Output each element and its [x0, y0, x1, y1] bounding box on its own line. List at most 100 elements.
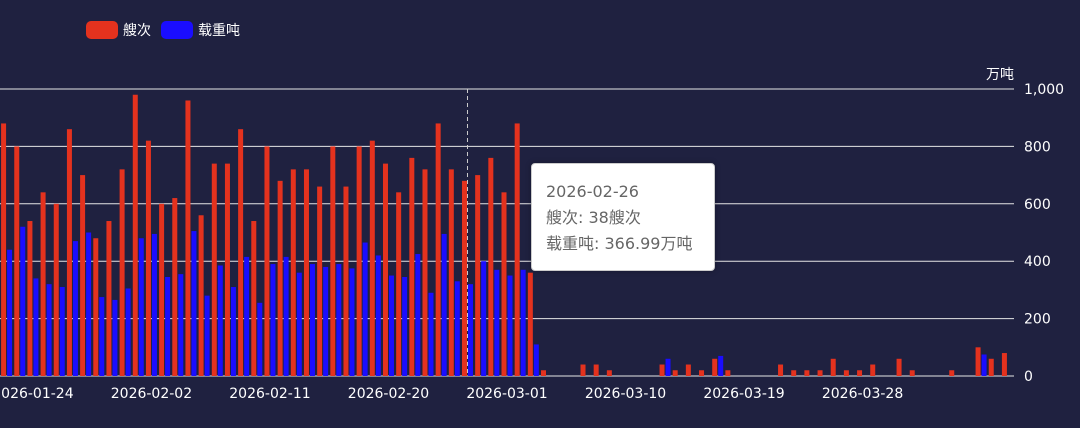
- bar-ships[interactable]: [435, 123, 441, 376]
- bar-ships[interactable]: [238, 129, 244, 376]
- bar-tonnage[interactable]: [507, 275, 513, 376]
- bar-tonnage[interactable]: [33, 278, 39, 376]
- bar-tonnage[interactable]: [520, 269, 526, 376]
- bar-tonnage[interactable]: [375, 255, 381, 376]
- legend-item-tonnage[interactable]: 载重吨: [161, 20, 240, 40]
- bar-ships[interactable]: [172, 198, 178, 376]
- bar-ships[interactable]: [53, 203, 59, 376]
- bar-ships[interactable]: [1, 123, 7, 376]
- bar-tonnage[interactable]: [388, 275, 394, 376]
- bar-ships[interactable]: [817, 370, 823, 376]
- bar-tonnage[interactable]: [165, 276, 171, 376]
- bar-tonnage[interactable]: [981, 354, 987, 376]
- bar-ships[interactable]: [106, 221, 112, 376]
- bar-tonnage[interactable]: [296, 272, 302, 376]
- bar-ships[interactable]: [211, 163, 217, 376]
- bar-ships[interactable]: [93, 238, 99, 376]
- bar-ships[interactable]: [27, 221, 33, 376]
- bar-ships[interactable]: [303, 169, 309, 376]
- bar-ships[interactable]: [804, 370, 810, 376]
- bar-tonnage[interactable]: [309, 264, 315, 376]
- bar-ships[interactable]: [791, 370, 797, 376]
- bar-ships[interactable]: [593, 364, 599, 376]
- bar-ships[interactable]: [725, 370, 731, 376]
- bar-ships[interactable]: [541, 370, 547, 376]
- bar-ships[interactable]: [356, 146, 362, 376]
- bar-ships[interactable]: [501, 192, 507, 376]
- bar-ships[interactable]: [382, 163, 388, 376]
- bar-tonnage[interactable]: [428, 292, 434, 376]
- bar-tonnage[interactable]: [99, 297, 105, 376]
- bar-tonnage[interactable]: [533, 344, 539, 376]
- bar-tonnage[interactable]: [244, 256, 250, 376]
- bar-ships[interactable]: [488, 157, 494, 376]
- bar-ships[interactable]: [685, 364, 691, 376]
- bar-tonnage[interactable]: [415, 254, 421, 376]
- bar-ships[interactable]: [369, 140, 375, 376]
- bar-ships[interactable]: [461, 180, 467, 376]
- bar-tonnage[interactable]: [86, 232, 92, 377]
- bar-ships[interactable]: [290, 169, 296, 376]
- bar-tonnage[interactable]: [178, 274, 184, 376]
- bar-ships[interactable]: [606, 370, 612, 376]
- bar-tonnage[interactable]: [665, 358, 671, 376]
- bar-tonnage[interactable]: [283, 256, 289, 376]
- bar-ships[interactable]: [909, 370, 915, 376]
- bar-ships[interactable]: [422, 169, 428, 376]
- bar-ships[interactable]: [672, 370, 678, 376]
- bar-tonnage[interactable]: [402, 276, 408, 376]
- bar-ships[interactable]: [870, 364, 876, 376]
- bar-tonnage[interactable]: [191, 231, 197, 376]
- bar-ships[interactable]: [975, 347, 981, 376]
- bar-tonnage[interactable]: [441, 233, 447, 376]
- bar-tonnage[interactable]: [151, 233, 157, 376]
- legend-item-ships[interactable]: 艘次: [86, 20, 151, 40]
- bar-ships[interactable]: [224, 163, 230, 376]
- bar-ships[interactable]: [712, 358, 718, 376]
- bar-ships[interactable]: [857, 370, 863, 376]
- bar-tonnage[interactable]: [20, 226, 26, 376]
- bar-tonnage[interactable]: [72, 241, 78, 376]
- bar-ships[interactable]: [145, 140, 151, 376]
- bar-ships[interactable]: [988, 358, 994, 376]
- bar-ships[interactable]: [1001, 353, 1007, 376]
- bar-ships[interactable]: [514, 123, 520, 376]
- bar-ships[interactable]: [396, 192, 402, 376]
- bar-ships[interactable]: [580, 364, 586, 376]
- bar-ships[interactable]: [448, 169, 454, 376]
- bar-ships[interactable]: [277, 180, 283, 376]
- bar-tonnage[interactable]: [336, 264, 342, 376]
- bar-tonnage[interactable]: [362, 242, 368, 376]
- bar-tonnage[interactable]: [125, 288, 131, 376]
- bar-tonnage[interactable]: [349, 268, 355, 377]
- bar-ships[interactable]: [778, 364, 784, 376]
- bar-ships[interactable]: [317, 186, 323, 376]
- bar-ships[interactable]: [949, 370, 955, 376]
- bar-ships[interactable]: [330, 146, 336, 376]
- bar-ships[interactable]: [40, 192, 46, 376]
- bar-tonnage[interactable]: [204, 295, 210, 376]
- bar-ships[interactable]: [343, 186, 349, 376]
- bar-tonnage[interactable]: [112, 299, 118, 376]
- bar-tonnage[interactable]: [138, 238, 144, 376]
- bar-ships[interactable]: [198, 215, 204, 376]
- bar-ships[interactable]: [527, 272, 533, 376]
- bar-ships[interactable]: [699, 370, 705, 376]
- bar-tonnage[interactable]: [481, 261, 487, 376]
- bar-tonnage[interactable]: [217, 265, 223, 377]
- bar-ships[interactable]: [119, 169, 125, 376]
- bar-tonnage[interactable]: [467, 284, 473, 376]
- bar-ships[interactable]: [409, 157, 415, 376]
- bar-tonnage[interactable]: [270, 264, 276, 376]
- bar-ships[interactable]: [66, 129, 72, 376]
- bar-ships[interactable]: [132, 94, 138, 377]
- bar-tonnage[interactable]: [46, 284, 52, 376]
- bar-tonnage[interactable]: [494, 269, 500, 376]
- bar-ships[interactable]: [159, 203, 165, 376]
- bar-ships[interactable]: [830, 358, 836, 376]
- bar-ships[interactable]: [185, 100, 191, 376]
- bar-tonnage[interactable]: [257, 302, 263, 376]
- bar-tonnage[interactable]: [59, 287, 65, 376]
- bar-ships[interactable]: [896, 358, 902, 376]
- bar-ships[interactable]: [80, 175, 86, 376]
